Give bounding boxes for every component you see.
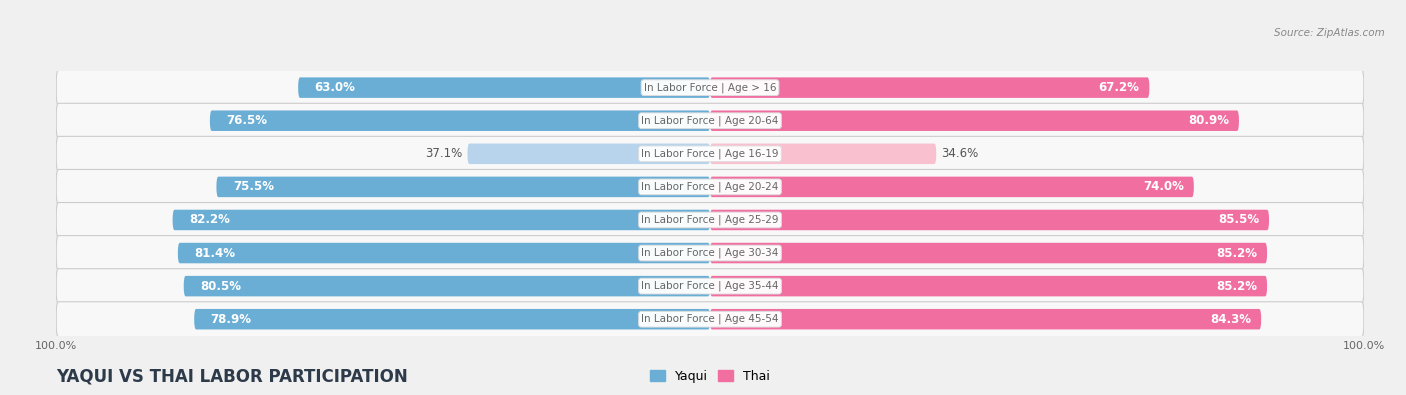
Text: 80.5%: 80.5%	[200, 280, 240, 293]
Text: 75.5%: 75.5%	[233, 181, 274, 194]
Text: 85.2%: 85.2%	[1216, 246, 1257, 260]
FancyBboxPatch shape	[56, 235, 1364, 271]
Text: 81.4%: 81.4%	[194, 246, 235, 260]
FancyBboxPatch shape	[184, 276, 710, 296]
FancyBboxPatch shape	[710, 309, 1261, 329]
Text: In Labor Force | Age 30-34: In Labor Force | Age 30-34	[641, 248, 779, 258]
FancyBboxPatch shape	[56, 302, 1364, 337]
FancyBboxPatch shape	[710, 276, 1267, 296]
Text: In Labor Force | Age 20-64: In Labor Force | Age 20-64	[641, 115, 779, 126]
FancyBboxPatch shape	[710, 143, 936, 164]
Text: 78.9%: 78.9%	[211, 313, 252, 326]
Text: 74.0%: 74.0%	[1143, 181, 1184, 194]
FancyBboxPatch shape	[56, 169, 1364, 204]
FancyBboxPatch shape	[710, 210, 1270, 230]
FancyBboxPatch shape	[56, 103, 1364, 138]
Text: 37.1%: 37.1%	[425, 147, 463, 160]
Text: 84.3%: 84.3%	[1211, 313, 1251, 326]
Text: 67.2%: 67.2%	[1098, 81, 1140, 94]
Text: In Labor Force | Age 45-54: In Labor Force | Age 45-54	[641, 314, 779, 324]
Text: 82.2%: 82.2%	[188, 213, 229, 226]
FancyBboxPatch shape	[710, 77, 1149, 98]
Legend: Yaqui, Thai: Yaqui, Thai	[645, 365, 775, 388]
Text: 80.9%: 80.9%	[1188, 114, 1229, 127]
Text: In Labor Force | Age > 16: In Labor Force | Age > 16	[644, 83, 776, 93]
FancyBboxPatch shape	[177, 243, 710, 263]
Text: Source: ZipAtlas.com: Source: ZipAtlas.com	[1274, 28, 1385, 38]
Text: In Labor Force | Age 20-24: In Labor Force | Age 20-24	[641, 182, 779, 192]
FancyBboxPatch shape	[56, 136, 1364, 171]
FancyBboxPatch shape	[173, 210, 710, 230]
FancyBboxPatch shape	[56, 203, 1364, 237]
Text: In Labor Force | Age 35-44: In Labor Force | Age 35-44	[641, 281, 779, 292]
FancyBboxPatch shape	[209, 111, 710, 131]
FancyBboxPatch shape	[56, 70, 1364, 105]
FancyBboxPatch shape	[710, 111, 1239, 131]
FancyBboxPatch shape	[298, 77, 710, 98]
Text: In Labor Force | Age 16-19: In Labor Force | Age 16-19	[641, 149, 779, 159]
FancyBboxPatch shape	[710, 243, 1267, 263]
FancyBboxPatch shape	[217, 177, 710, 197]
Text: 34.6%: 34.6%	[942, 147, 979, 160]
Text: In Labor Force | Age 25-29: In Labor Force | Age 25-29	[641, 215, 779, 225]
Text: 85.2%: 85.2%	[1216, 280, 1257, 293]
FancyBboxPatch shape	[467, 143, 710, 164]
FancyBboxPatch shape	[194, 309, 710, 329]
FancyBboxPatch shape	[56, 269, 1364, 304]
FancyBboxPatch shape	[710, 177, 1194, 197]
Text: 76.5%: 76.5%	[226, 114, 267, 127]
Text: YAQUI VS THAI LABOR PARTICIPATION: YAQUI VS THAI LABOR PARTICIPATION	[56, 367, 408, 386]
Text: 63.0%: 63.0%	[315, 81, 356, 94]
Text: 85.5%: 85.5%	[1218, 213, 1260, 226]
